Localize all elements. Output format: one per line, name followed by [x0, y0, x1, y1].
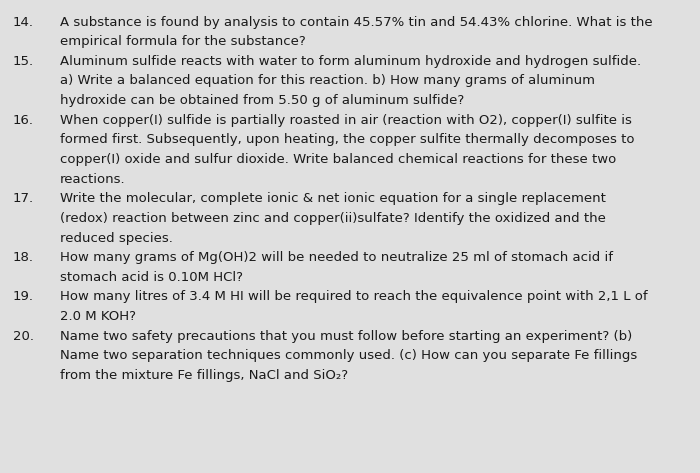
- Text: Aluminum sulfide reacts with water to form aluminum hydroxide and hydrogen sulfi: Aluminum sulfide reacts with water to fo…: [60, 55, 640, 68]
- Text: 16.: 16.: [13, 114, 34, 127]
- Text: When copper(I) sulfide is partially roasted in air (reaction with O2), copper(I): When copper(I) sulfide is partially roas…: [60, 114, 631, 127]
- Text: a) Write a balanced equation for this reaction. b) How many grams of aluminum: a) Write a balanced equation for this re…: [60, 74, 594, 88]
- Text: (redox) reaction between zinc and copper(ii)sulfate? Identify the oxidized and t: (redox) reaction between zinc and copper…: [60, 212, 606, 225]
- Text: 2.0 M KOH?: 2.0 M KOH?: [60, 310, 136, 323]
- Text: 20.: 20.: [13, 330, 34, 342]
- Text: Name two safety precautions that you must follow before starting an experiment? : Name two safety precautions that you mus…: [60, 330, 631, 342]
- Text: stomach acid is 0.10M HCl?: stomach acid is 0.10M HCl?: [60, 271, 242, 284]
- Text: hydroxide can be obtained from 5.50 g of aluminum sulfide?: hydroxide can be obtained from 5.50 g of…: [60, 94, 463, 107]
- Text: 18.: 18.: [13, 251, 34, 264]
- Text: 17.: 17.: [13, 192, 34, 205]
- Text: empirical formula for the substance?: empirical formula for the substance?: [60, 35, 305, 48]
- Text: 15.: 15.: [13, 55, 34, 68]
- Text: How many grams of Mg(OH)2 will be needed to neutralize 25 ml of stomach acid if: How many grams of Mg(OH)2 will be needed…: [60, 251, 612, 264]
- Text: A substance is found by analysis to contain 45.57% tin and 54.43% chlorine. What: A substance is found by analysis to cont…: [60, 16, 652, 28]
- Text: reduced species.: reduced species.: [60, 231, 172, 245]
- Text: reactions.: reactions.: [60, 173, 125, 185]
- Text: 19.: 19.: [13, 290, 34, 303]
- Text: How many litres of 3.4 M HI will be required to reach the equivalence point with: How many litres of 3.4 M HI will be requ…: [60, 290, 647, 303]
- Text: copper(I) oxide and sulfur dioxide. Write balanced chemical reactions for these : copper(I) oxide and sulfur dioxide. Writ…: [60, 153, 616, 166]
- Text: formed first. Subsequently, upon heating, the copper sulfite thermally decompose: formed first. Subsequently, upon heating…: [60, 133, 634, 146]
- Text: Name two separation techniques commonly used. (c) How can you separate Fe fillin: Name two separation techniques commonly …: [60, 349, 637, 362]
- Text: Write the molecular, complete ionic & net ionic equation for a single replacemen: Write the molecular, complete ionic & ne…: [60, 192, 606, 205]
- Text: 14.: 14.: [13, 16, 34, 28]
- Text: from the mixture Fe fillings, NaCl and SiO₂?: from the mixture Fe fillings, NaCl and S…: [60, 369, 348, 382]
